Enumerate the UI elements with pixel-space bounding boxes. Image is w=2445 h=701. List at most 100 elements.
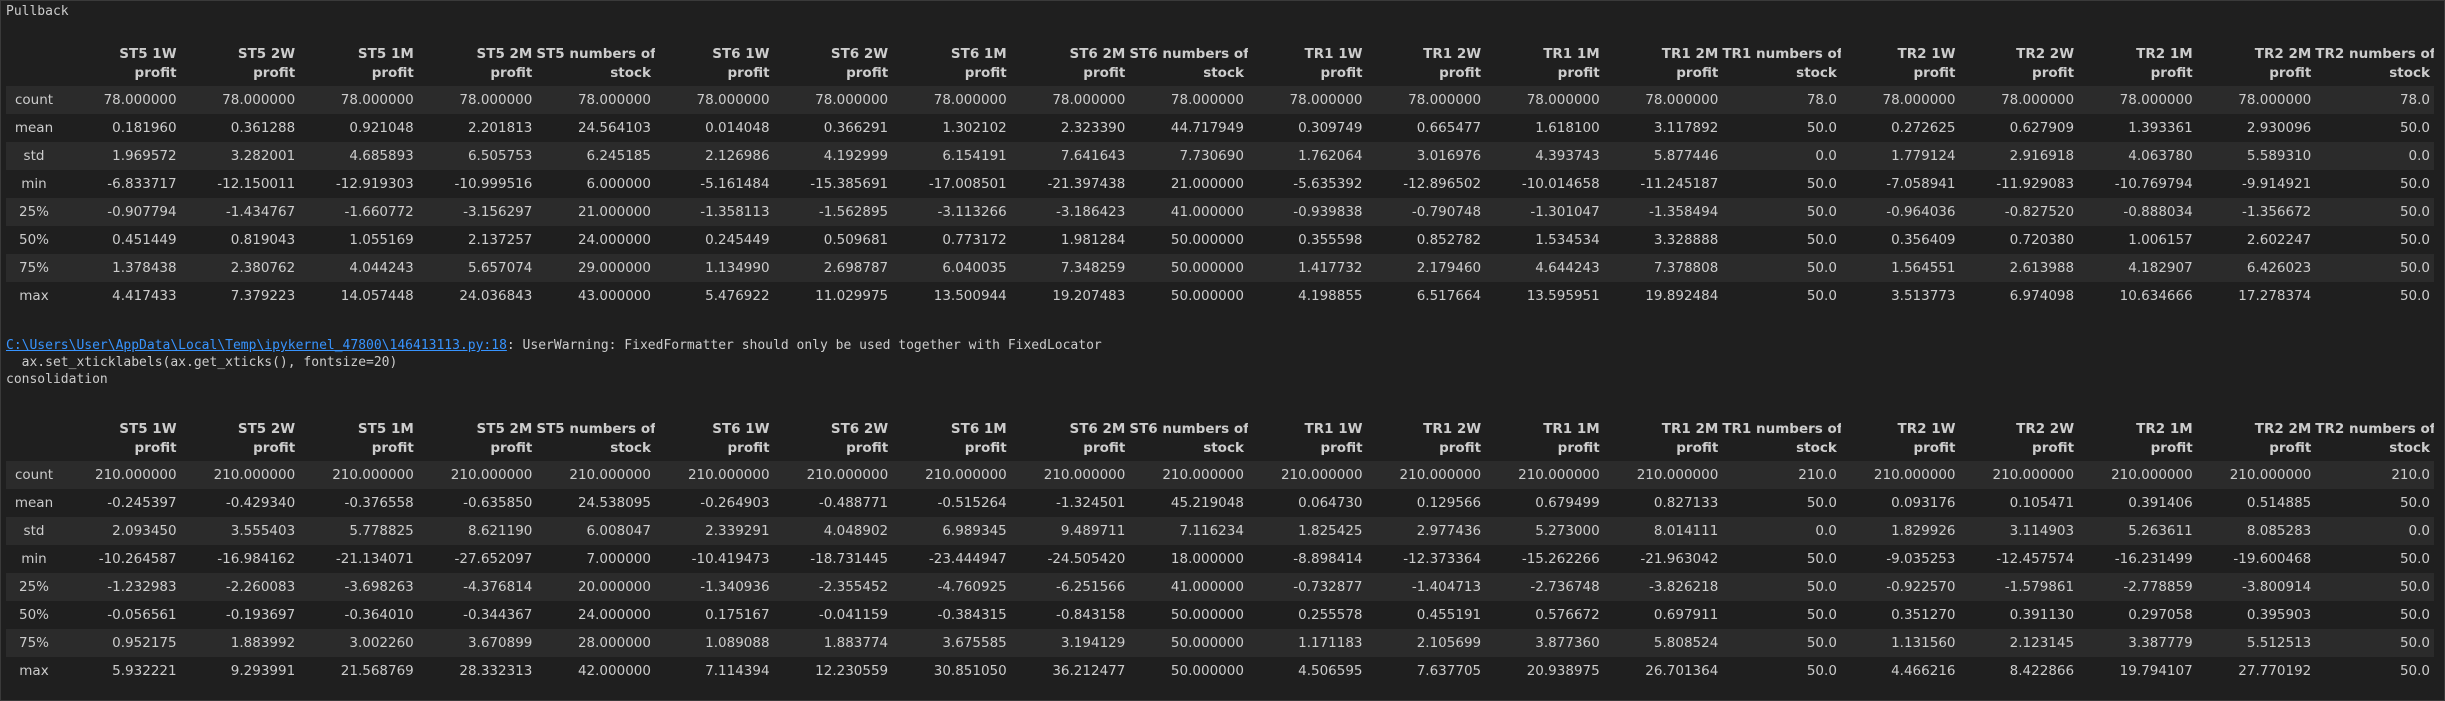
table-cell: 50.000000: [1170, 635, 1244, 651]
table-cell: -0.364010: [344, 607, 414, 623]
table-cell: 24.036843: [459, 288, 533, 304]
row-index: 25%: [18, 204, 49, 220]
table-cell: -9.914921: [2241, 176, 2312, 192]
table-cell: 1.302102: [942, 120, 1007, 136]
table-cell: 78.000000: [1526, 92, 1600, 108]
column-header: ST6 1M profit: [892, 40, 1011, 86]
table-row: 75% 1.378438 2.380762 4.044243 5.657074 29.00…: [6, 254, 2434, 282]
column-header: ST6 1W profit: [655, 40, 774, 86]
table-cell: 50.0: [1806, 288, 1837, 304]
consolidation-describe-table: ST5 1W profit ST5 2W profit ST5 1M profit ST5 …: [6, 415, 2434, 685]
table-cell: 2.105699: [1416, 635, 1482, 651]
row-index: 50%: [18, 232, 49, 248]
table-cell: 50.0: [2399, 663, 2430, 679]
column-header-line2: profit: [1439, 440, 1482, 456]
table-cell: 50.000000: [1170, 288, 1244, 304]
table-cell: -5.635392: [1293, 176, 1363, 192]
table-cell: 210.000000: [1992, 467, 2075, 483]
table-cell: -10.999516: [454, 176, 533, 192]
table-cell: 8.014111: [1653, 523, 1719, 539]
table-cell: 4.063780: [2128, 148, 2193, 164]
table-cell: 24.000000: [577, 232, 651, 248]
table-cell: 0.361288: [230, 120, 296, 136]
table-cell: 3.114903: [2009, 523, 2075, 539]
table-cell: -1.562895: [818, 204, 889, 220]
table-cell: -11.245187: [1640, 176, 1719, 192]
table-cell: -0.193697: [225, 607, 296, 623]
table-cell: 5.778825: [349, 523, 414, 539]
table-cell: 210.000000: [1043, 467, 1126, 483]
table-cell: 1.055169: [349, 232, 414, 248]
column-header-line1: TR1 2W: [1423, 421, 1482, 437]
table-cell: 7.348259: [1060, 260, 1126, 276]
column-header: TR2 2M profit: [2197, 415, 2316, 461]
table-row: 25% -1.232983 -2.260083 -3.698263 -4.376814 2…: [6, 573, 2434, 601]
table-cell: 78.000000: [1882, 92, 1956, 108]
column-header-line2: profit: [253, 440, 296, 456]
column-header-line2: profit: [2032, 65, 2075, 81]
table-cell: 0.064730: [1298, 495, 1363, 511]
column-header-line1: ST5 numbers of: [536, 421, 655, 437]
table-cell: 12.230559: [815, 663, 889, 679]
column-header: TR1 2M profit: [1604, 415, 1723, 461]
column-header-line1: ST6 2M: [1069, 46, 1126, 62]
table-cell: 1.829926: [1891, 523, 1956, 539]
table-cell: 50.000000: [1170, 607, 1244, 623]
table-cell: 0.181960: [112, 120, 177, 136]
table-row: count 78.000000 78.000000 78.000000 78.00000…: [6, 86, 2434, 114]
column-header-line1: TR2 2W: [2016, 421, 2075, 437]
column-header-line1: ST5 1W: [119, 46, 177, 62]
table-cell: 0.272625: [1891, 120, 1956, 136]
column-header-line1: ST6 2W: [830, 421, 889, 437]
column-header: ST5 numbers of stock: [536, 40, 655, 86]
table-cell: 20.938975: [1526, 663, 1600, 679]
table-cell: -0.635850: [463, 495, 533, 511]
table-cell: 1.171183: [1298, 635, 1363, 651]
table-cell: -3.800914: [2241, 579, 2312, 595]
table-cell: -4.376814: [463, 579, 533, 595]
column-header-line2: profit: [1913, 65, 1956, 81]
column-header: TR1 numbers of stock: [1722, 415, 1841, 461]
table-cell: 3.117892: [1653, 120, 1719, 136]
column-header-line2: profit: [727, 440, 770, 456]
column-header: TR1 1M profit: [1485, 40, 1604, 86]
table-cell: -0.515264: [937, 495, 1007, 511]
column-header-line1: TR1 2W: [1423, 46, 1482, 62]
table-cell: -0.939838: [1293, 204, 1363, 220]
column-header: TR2 1W profit: [1841, 415, 1960, 461]
column-header-line2: profit: [1557, 440, 1600, 456]
table-cell: 50.0: [1806, 607, 1837, 623]
table-cell: 0.697911: [1653, 607, 1719, 623]
column-header-line1: ST5 1W: [119, 421, 177, 437]
column-header-line2: profit: [2150, 440, 2193, 456]
table-row: 75% 0.952175 1.883992 3.002260 3.670899 28.00…: [6, 629, 2434, 657]
table-cell: -0.264903: [700, 495, 770, 511]
column-header-line2: profit: [253, 65, 296, 81]
column-header-line2: profit: [371, 65, 414, 81]
column-header: TR1 2M profit: [1604, 40, 1723, 86]
table-cell: -1.579861: [2004, 579, 2075, 595]
table-cell: 4.644243: [1535, 260, 1600, 276]
table-cell: -2.355452: [818, 579, 889, 595]
table-cell: 0.093176: [1891, 495, 1956, 511]
table-cell: -3.698263: [344, 579, 414, 595]
table-cell: 6.245185: [586, 148, 651, 164]
table-cell: 4.182907: [2128, 260, 2193, 276]
column-header-line2: profit: [1320, 440, 1363, 456]
table-cell: 0.175167: [705, 607, 770, 623]
table-row: max 5.932221 9.293991 21.568769 28.332313 42.…: [6, 657, 2434, 685]
table-cell: 41.000000: [1170, 579, 1244, 595]
table-cell: -1.340936: [700, 579, 770, 595]
column-header-line1: TR2 1W: [1897, 421, 1956, 437]
column-header: TR2 1W profit: [1841, 40, 1960, 86]
table-cell: 7.116234: [1179, 523, 1244, 539]
table-cell: -8.898414: [1293, 551, 1363, 567]
table-cell: 21.000000: [577, 204, 651, 220]
column-header-line2: stock: [1203, 440, 1244, 456]
table-cell: 1.618100: [1535, 120, 1600, 136]
warning-message: : UserWarning: FixedFormatter should onl…: [506, 338, 1102, 353]
column-header-line1: ST5 1M: [357, 46, 414, 62]
table-cell: 0.391130: [2009, 607, 2075, 623]
warning-file-link[interactable]: C:\Users\User\AppData\Local\Temp\ipykern…: [6, 338, 507, 353]
table-cell: 24.000000: [577, 607, 651, 623]
